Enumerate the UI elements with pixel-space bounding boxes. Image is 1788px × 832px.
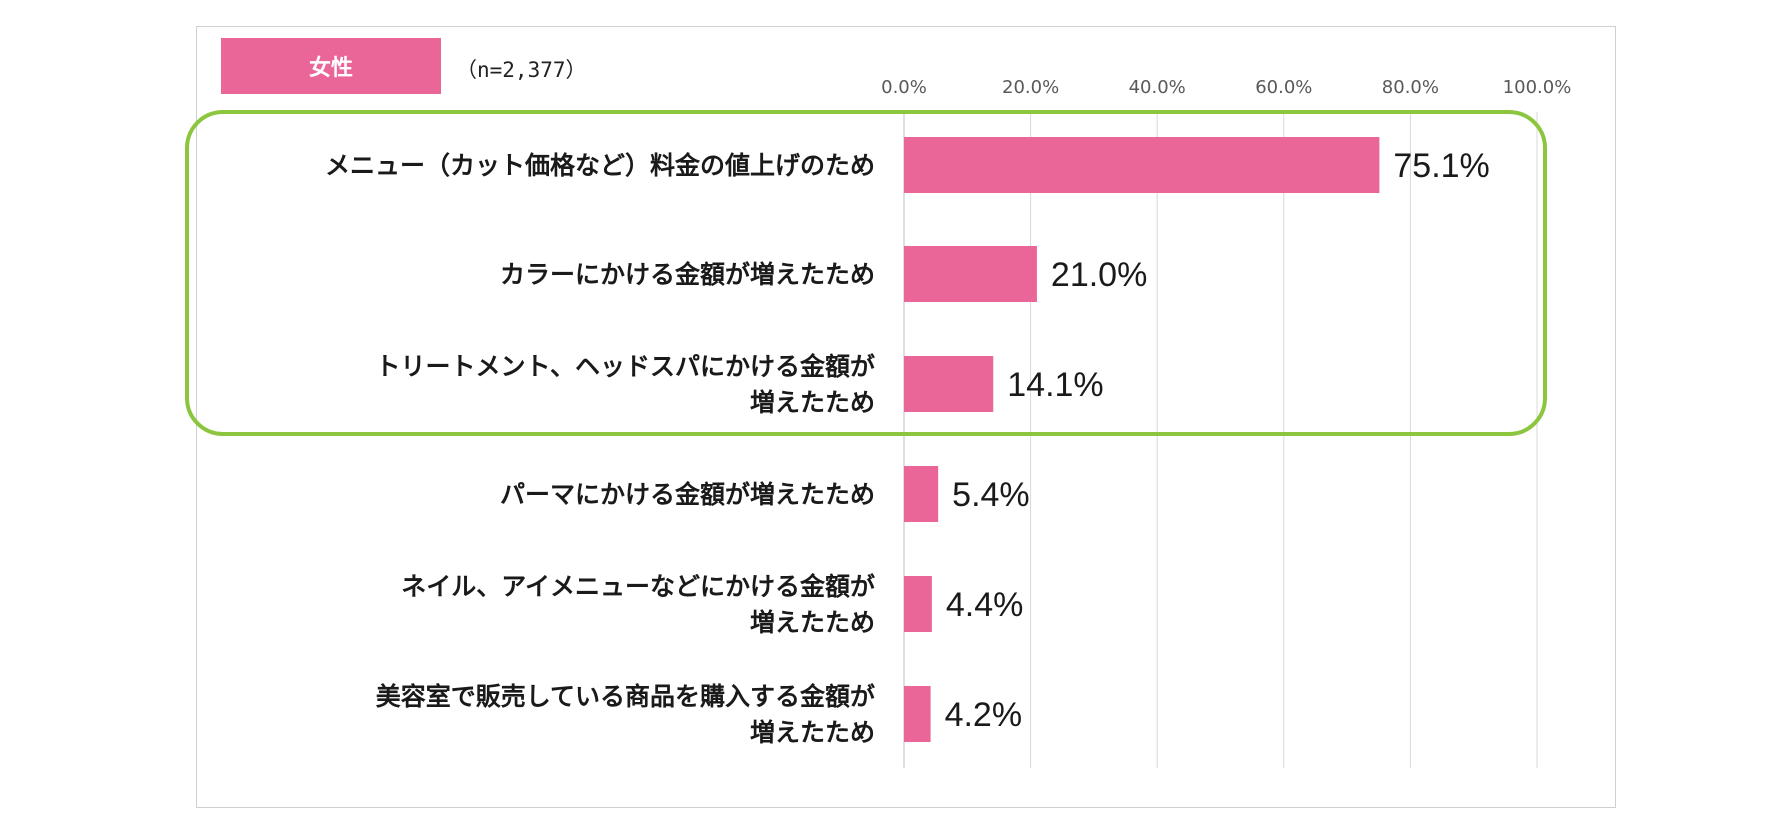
category-label: 増えたため	[750, 388, 875, 417]
bar	[904, 466, 939, 522]
category-label: 美容室で販売している商品を購入する金額が	[376, 682, 875, 711]
legend-badge: 女性	[221, 38, 441, 94]
x-tick-label: 40.0%	[1129, 77, 1186, 98]
bar-value-label: 21.0%	[1051, 256, 1147, 294]
bar	[904, 356, 994, 412]
category-label: メニュー（カット価格など）料金の値上げのため	[325, 151, 875, 180]
x-tick-label: 0.0%	[881, 77, 927, 98]
category-label: カラーにかける金額が増えたため	[500, 260, 875, 289]
bar-value-label: 4.2%	[945, 696, 1023, 734]
x-tick-label: 100.0%	[1503, 77, 1572, 98]
bar	[904, 686, 931, 742]
bar-value-label: 4.4%	[946, 586, 1024, 624]
x-tick-label: 80.0%	[1382, 77, 1439, 98]
category-label: トリートメント、ヘッドスパにかける金額が	[375, 352, 875, 381]
sample-size-label: （n=2,377）	[456, 58, 587, 82]
bar-value-label: 14.1%	[1007, 366, 1103, 404]
category-label: ネイル、アイメニューなどにかける金額が	[401, 572, 875, 601]
bar	[904, 246, 1037, 302]
x-tick-label: 60.0%	[1255, 77, 1312, 98]
legend-badge-label: 女性	[308, 56, 353, 81]
bar	[904, 137, 1380, 193]
category-label: パーマにかける金額が増えたため	[500, 480, 875, 509]
bar	[904, 576, 932, 632]
category-label: 増えたため	[750, 608, 875, 637]
bar-value-label: 75.1%	[1393, 147, 1489, 185]
category-label: 増えたため	[750, 718, 875, 747]
bar-value-label: 5.4%	[952, 476, 1030, 514]
highlight-box	[185, 110, 1547, 436]
x-tick-label: 20.0%	[1002, 77, 1059, 98]
